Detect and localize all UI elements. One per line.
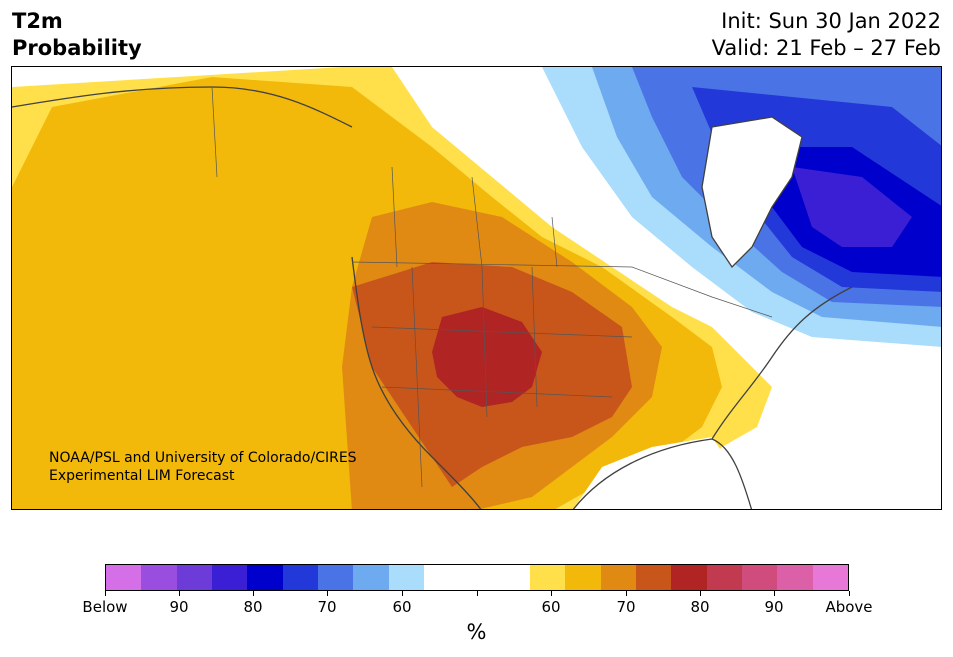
colorbar-cell-below-55: [388, 565, 424, 590]
colorbar-cell-below-85: [176, 565, 212, 590]
colorbar-cell-neutral: [423, 565, 530, 590]
data-credit: NOAA/PSL and University of Colorado/CIRE…: [49, 449, 357, 485]
colorbar-cell-above-60: [565, 565, 601, 590]
probability-colorbar: [105, 564, 849, 591]
colorbar-tick-mark: [626, 591, 627, 596]
colorbar-cell-below-95: [106, 565, 142, 590]
colorbar-cell-above-85: [741, 565, 778, 590]
colorbar-cell-above-65: [600, 565, 636, 590]
gulf-of-mexico: [573, 437, 752, 509]
init-date: Init: Sun 30 Jan 2022: [721, 9, 941, 33]
title-quantity: Probability: [12, 36, 142, 60]
colorbar-tick-mark: [849, 591, 850, 596]
credit-line-2: Experimental LIM Forecast: [49, 468, 235, 484]
borders: [211, 86, 773, 488]
title-variable: T2m: [12, 9, 63, 33]
tick-label: 60: [392, 598, 412, 616]
tick-label: 60: [541, 598, 561, 616]
tick-label: Below: [82, 598, 128, 616]
colorbar-cell-above-70: [635, 565, 672, 590]
colorbar-tick-mark: [179, 591, 180, 596]
tick-label: 70: [317, 598, 337, 616]
tick-label: 80: [243, 598, 263, 616]
colorbar-tick-labels: Below 90 80 70 60 60 70 80 90 Above: [82, 598, 872, 618]
tick-label: 90: [169, 598, 189, 616]
coastlines: [12, 86, 853, 509]
colorbar-cell-above-90: [777, 565, 813, 590]
colorbar-tick-mark: [477, 591, 478, 596]
tick-label: 70: [616, 598, 636, 616]
band-above-75: [432, 307, 542, 407]
tick-label: 90: [764, 598, 784, 616]
north-america-map: [12, 67, 941, 509]
colorbar-tick-mark: [774, 591, 775, 596]
colorbar-cell-below-80: [211, 565, 248, 590]
colorbar-cell-above-80: [706, 565, 742, 590]
colorbar-cell-below-60: [353, 565, 389, 590]
colorbar-cell-below-65: [317, 565, 354, 590]
forecast-dates: Init: Sun 30 Jan 2022 Valid: 21 Feb – 27…: [712, 8, 941, 62]
colorbar-cell-below-70: [282, 565, 318, 590]
valid-dates: Valid: 21 Feb – 27 Feb: [711, 36, 941, 60]
credit-line-1: NOAA/PSL and University of Colorado/CIRE…: [49, 450, 357, 466]
colorbar-tick-mark: [105, 591, 106, 596]
colorbar-cell-below-75: [247, 565, 283, 590]
colorbar-cell-above-95: [812, 565, 848, 590]
map-title: T2m Probability: [12, 8, 142, 62]
tick-label: Above: [825, 598, 873, 616]
colorbar-cell-above-75: [671, 565, 707, 590]
colorbar-tick-mark: [253, 591, 254, 596]
hudson-bay: [702, 117, 802, 267]
colorbar-units: %: [466, 620, 487, 644]
colorbar-cell-below-90: [141, 565, 177, 590]
map-panel: [11, 66, 942, 510]
colorbar-tick-mark: [327, 591, 328, 596]
band-below-80: [792, 167, 912, 247]
tick-label: 80: [690, 598, 710, 616]
colorbar-tick-mark: [551, 591, 552, 596]
colorbar-cell-above-55: [529, 565, 566, 590]
colorbar-tick-mark: [700, 591, 701, 596]
colorbar-tick-mark: [402, 591, 403, 596]
band-neutral: [392, 67, 792, 367]
